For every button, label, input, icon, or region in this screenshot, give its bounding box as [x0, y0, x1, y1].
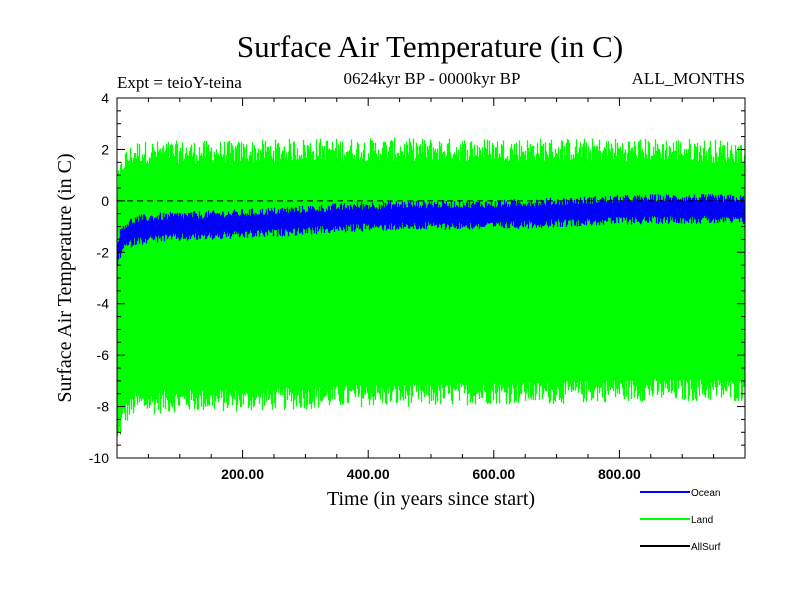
- y-axis: 4 2 0 -2 -4 -6 -8 -10: [89, 90, 745, 466]
- y-tick-label: -2: [97, 244, 110, 260]
- x-axis-label: Time (in years since start): [327, 488, 535, 510]
- legend-label-land: Land: [691, 515, 713, 526]
- y-tick-label: 2: [101, 141, 109, 157]
- x-axis: 200.00 400.00 600.00 800.00: [147, 98, 715, 482]
- y-tick-label: -4: [97, 296, 110, 312]
- plot-area: [116, 97, 746, 459]
- series-land-band: [116, 137, 746, 436]
- expt-label: Expt = teioY-teina: [117, 73, 242, 92]
- y-tick-label: -10: [89, 450, 109, 466]
- months-label: ALL_MONTHS: [632, 69, 745, 88]
- y-axis-label: Surface Air Temperature (in C): [54, 153, 76, 402]
- y-tick-label: 4: [101, 90, 109, 106]
- legend: Ocean Land AllSurf: [640, 488, 721, 553]
- x-tick-label: 200.00: [221, 466, 264, 482]
- period-label: 0624kyr BP - 0000kyr BP: [344, 69, 521, 88]
- y-tick-label: 0: [101, 193, 109, 209]
- legend-label-ocean: Ocean: [691, 488, 720, 499]
- x-tick-label: 400.00: [347, 466, 390, 482]
- y-tick-label: -8: [97, 399, 110, 415]
- legend-label-allsurf: AllSurf: [691, 542, 721, 553]
- x-tick-label: 800.00: [598, 466, 641, 482]
- x-tick-label: 600.00: [472, 466, 515, 482]
- chart-title: Surface Air Temperature (in C): [237, 29, 623, 64]
- y-tick-label: -6: [97, 347, 110, 363]
